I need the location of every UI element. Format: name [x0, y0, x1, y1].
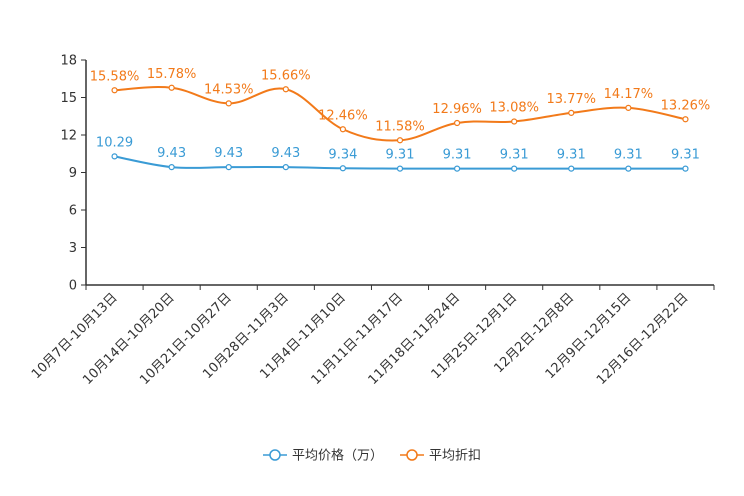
legend-marker: [406, 449, 418, 461]
data-point: [682, 165, 689, 172]
data-point: [568, 109, 575, 116]
data-label: 9.34: [328, 147, 357, 162]
y-tick-label: 6: [69, 204, 77, 219]
data-label: 15.58%: [90, 69, 140, 84]
data-point: [339, 165, 347, 172]
y-tick-label: 12: [60, 129, 77, 144]
data-label: 9.31: [614, 148, 643, 163]
data-point: [682, 116, 689, 123]
data-label: 13.77%: [546, 92, 596, 107]
legend-label: 平均价格（万）: [292, 448, 383, 464]
y-tick-label: 9: [69, 166, 77, 181]
axes: 036912151810月7日-10月13日10月14日-10月20日10月21…: [29, 54, 715, 388]
y-tick-label: 0: [69, 279, 77, 294]
series-2: 15.58% 15.78% 14.53% 15.66% 12.46% 11.58% 12.9…: [90, 67, 711, 144]
legend-item-1: 平均价格（万）: [263, 448, 383, 464]
data-label: 9.31: [671, 148, 700, 163]
series-1: 10.29 9.43 9.43 9.43 9.34 9.31 9.31 9.31 9.31 9.3…: [96, 135, 700, 172]
data-label: 9.43: [271, 146, 300, 161]
data-label: 9.31: [557, 148, 586, 163]
data-label: 14.53%: [204, 82, 254, 97]
legend-label: 平均折扣: [429, 449, 481, 464]
data-point: [453, 165, 461, 172]
data-label: 13.26%: [661, 98, 711, 113]
data-point: [625, 165, 632, 172]
data-point: [282, 164, 289, 171]
data-point: [625, 104, 632, 111]
data-point: [225, 100, 232, 107]
data-label: 11.58%: [375, 119, 425, 134]
data-label: 9.31: [443, 148, 472, 163]
data-label: 9.31: [500, 148, 529, 163]
data-label: 13.08%: [489, 101, 539, 116]
data-label: 9.43: [214, 146, 243, 161]
data-point: [168, 84, 175, 91]
legend-marker: [269, 449, 281, 461]
data-label: 9.31: [386, 148, 415, 163]
y-tick-label: 18: [60, 54, 77, 69]
data-point: [339, 126, 347, 133]
data-point: [511, 118, 518, 125]
data-point: [282, 86, 289, 93]
data-point: [225, 164, 232, 171]
data-label: 15.66%: [261, 68, 311, 83]
series-layer: 10.29 9.43 9.43 9.43 9.34 9.31 9.31 9.31 9.31 9.3…: [90, 67, 711, 172]
data-label: 12.96%: [432, 102, 482, 117]
data-point: [511, 165, 518, 172]
data-point: [111, 153, 118, 160]
data-point: [396, 137, 404, 144]
data-point: [568, 165, 575, 172]
data-point: [111, 87, 118, 94]
data-point: [168, 164, 175, 171]
legend-item-2: 平均折扣: [400, 449, 481, 464]
y-tick-label: 15: [60, 91, 77, 106]
y-tick-label: 3: [69, 241, 77, 256]
data-label: 15.78%: [147, 67, 197, 82]
data-label: 12.46%: [318, 108, 368, 123]
data-label: 14.17%: [604, 87, 654, 102]
data-point: [453, 119, 461, 127]
data-point: [396, 165, 404, 172]
legend: 平均价格（万） 平均折扣: [263, 448, 481, 464]
data-label: 9.43: [157, 146, 186, 161]
data-label: 10.29: [96, 135, 133, 150]
